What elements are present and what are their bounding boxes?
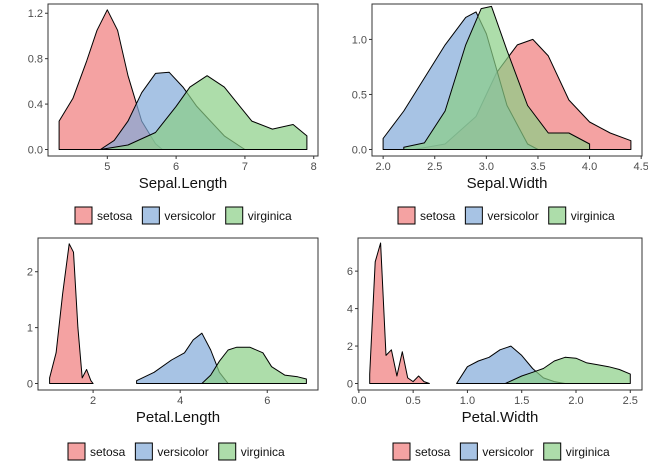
legend-label-versicolor: versicolor xyxy=(482,445,533,459)
legend-label-virginica: virginica xyxy=(241,445,285,459)
x-tick-label: 3.0 xyxy=(479,161,494,173)
x-tick-label: 2 xyxy=(90,395,96,407)
panel-border xyxy=(37,237,319,391)
legend-item-setosa: setosa xyxy=(74,206,133,225)
x-axis-title: Sepal.Length xyxy=(139,175,227,192)
density-setosa xyxy=(369,242,430,384)
y-tick-label: 2 xyxy=(347,341,353,353)
legend-swatch-versicolor xyxy=(141,206,160,225)
legend-petal-width: setosa versicolor virginica xyxy=(392,442,610,461)
panel-petal-length: 0 1 2 2 4 6 Petal.Length setosa versicolor virgin… xyxy=(27,237,319,461)
x-tick-label: 1.0 xyxy=(460,395,475,407)
y-tick-label: 0.5 xyxy=(352,89,367,101)
panel-sepal-width: 0.0 0.5 1.0 2.0 2.5 3.0 3.5 4.0 4.5 Sepal.Width se… xyxy=(352,3,648,225)
x-tick-label: 4.5 xyxy=(634,161,648,173)
legend-swatch-setosa xyxy=(397,206,416,225)
x-axis-title: Petal.Width xyxy=(462,409,539,426)
legend-swatch-versicolor xyxy=(134,442,153,461)
x-tick-label: 0.5 xyxy=(406,395,421,407)
legend-label-virginica: virginica xyxy=(571,209,615,223)
legend-label-setosa: setosa xyxy=(415,445,451,459)
y-tick-label: 1.2 xyxy=(28,8,43,20)
legend-item-versicolor: versicolor xyxy=(459,442,534,461)
x-axis-title: Petal.Length xyxy=(136,409,220,426)
density-virginica xyxy=(201,346,307,384)
y-tick-label: 6 xyxy=(347,266,353,278)
y-tick-label: 0.8 xyxy=(28,54,43,66)
x-tick-label: 0.0 xyxy=(351,395,366,407)
legend-sepal-length: setosa versicolor virginica xyxy=(74,206,292,225)
legend-item-setosa: setosa xyxy=(67,442,126,461)
legend-label-setosa: setosa xyxy=(97,209,133,223)
density-virginica xyxy=(504,356,631,384)
legend-swatch-virginica xyxy=(543,442,562,461)
legend-swatch-setosa xyxy=(74,206,93,225)
legend-swatch-setosa xyxy=(67,442,86,461)
panel-border xyxy=(47,3,319,157)
y-tick-label: 4 xyxy=(347,304,353,316)
panel-petal-width: 0 2 4 6 0.0 0.5 1.0 1.5 2.0 2.5 Petal.Width setosa v… xyxy=(347,237,643,461)
x-tick-label: 5 xyxy=(104,161,110,173)
density-virginica xyxy=(403,5,591,150)
panel-sepal-length: 0.0 0.4 0.8 1.2 5 6 7 8 Sepal.Length setosa versic… xyxy=(28,3,319,225)
legend-swatch-virginica xyxy=(218,442,237,461)
density-setosa xyxy=(49,243,94,384)
legend-swatch-versicolor xyxy=(464,206,483,225)
legend-item-versicolor: versicolor xyxy=(464,206,539,225)
y-tick-label: 0 xyxy=(27,379,33,391)
x-tick-label: 8 xyxy=(311,161,317,173)
legend-label-virginica: virginica xyxy=(248,209,292,223)
x-tick-label: 2.0 xyxy=(375,161,390,173)
density-virginica xyxy=(99,75,308,150)
y-tick-label: 0.4 xyxy=(28,99,43,111)
y-tick-label: 0.0 xyxy=(28,145,43,157)
legend-item-versicolor: versicolor xyxy=(141,206,216,225)
y-tick-label: 2 xyxy=(27,267,33,279)
x-tick-label: 1.5 xyxy=(514,395,529,407)
y-tick-label: 1.0 xyxy=(352,34,367,46)
x-axis-title: Sepal.Width xyxy=(467,175,548,192)
x-tick-label: 6 xyxy=(173,161,179,173)
legend-label-versicolor: versicolor xyxy=(164,209,215,223)
y-tick-label: 0.0 xyxy=(352,145,367,157)
x-tick-label: 2.5 xyxy=(427,161,442,173)
legend-label-virginica: virginica xyxy=(566,445,610,459)
x-tick-label: 3.5 xyxy=(530,161,545,173)
panel-border xyxy=(357,237,643,391)
legend-item-setosa: setosa xyxy=(392,442,451,461)
x-tick-label: 6 xyxy=(264,395,270,407)
legend-item-virginica: virginica xyxy=(225,206,292,225)
y-tick-label: 0 xyxy=(347,379,353,391)
legend-petal-length: setosa versicolor virginica xyxy=(67,442,285,461)
legend-item-virginica: virginica xyxy=(218,442,285,461)
x-tick-label: 2.5 xyxy=(623,395,638,407)
legend-item-setosa: setosa xyxy=(397,206,456,225)
legend-swatch-virginica xyxy=(548,206,567,225)
panel-border xyxy=(371,3,643,157)
legend-label-setosa: setosa xyxy=(420,209,456,223)
x-tick-label: 4.0 xyxy=(582,161,597,173)
legend-item-virginica: virginica xyxy=(543,442,610,461)
x-tick-label: 4 xyxy=(177,395,183,407)
legend-label-versicolor: versicolor xyxy=(487,209,538,223)
legend-swatch-virginica xyxy=(225,206,244,225)
legend-label-setosa: setosa xyxy=(90,445,126,459)
legend-item-virginica: virginica xyxy=(548,206,615,225)
legend-swatch-versicolor xyxy=(459,442,478,461)
legend-swatch-setosa xyxy=(392,442,411,461)
y-tick-label: 1 xyxy=(27,323,33,335)
x-tick-label: 7 xyxy=(242,161,248,173)
legend-item-versicolor: versicolor xyxy=(134,442,209,461)
legend-label-versicolor: versicolor xyxy=(157,445,208,459)
legend-sepal-width: setosa versicolor virginica xyxy=(397,206,615,225)
x-tick-label: 2.0 xyxy=(568,395,583,407)
